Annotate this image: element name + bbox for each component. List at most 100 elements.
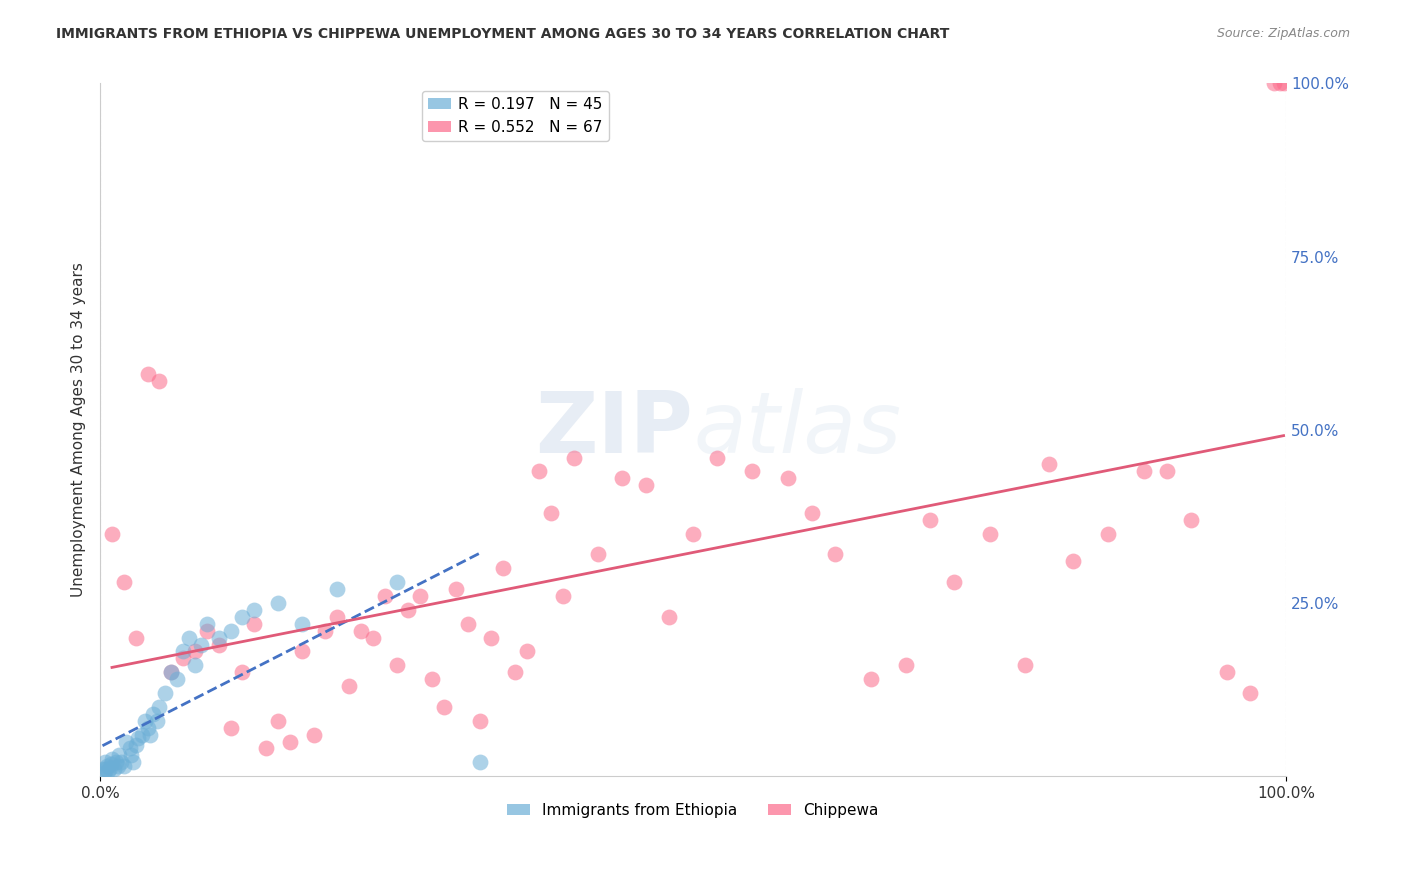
Point (231, 665, 253, 680)
Point (374, 589, 396, 603)
Point (409, 589, 432, 603)
Point (350, 624, 373, 638)
Point (120, 748, 142, 763)
Point (146, 714, 169, 728)
Point (125, 738, 148, 752)
Point (267, 714, 290, 728)
Point (160, 665, 183, 680)
Point (800, 506, 823, 520)
Point (278, 734, 301, 748)
Point (302, 728, 325, 742)
Point (896, 658, 918, 673)
Point (110, 756, 132, 770)
Point (337, 679, 360, 693)
Point (254, 741, 277, 756)
Point (468, 756, 491, 770)
Point (468, 714, 491, 728)
Point (122, 756, 145, 770)
Point (859, 672, 882, 686)
Point (551, 589, 574, 603)
Point (166, 672, 188, 686)
Point (160, 665, 183, 680)
Point (118, 741, 141, 756)
Point (208, 631, 231, 645)
Point (1156, 464, 1178, 478)
Point (131, 728, 153, 742)
Point (148, 374, 170, 388)
Point (1268, 77, 1291, 91)
Point (112, 575, 135, 590)
Point (385, 658, 408, 673)
Point (942, 575, 965, 590)
Point (97, 764, 120, 778)
Point (208, 638, 231, 652)
Point (231, 610, 253, 624)
Point (142, 706, 165, 721)
Point (1272, 77, 1295, 91)
Point (267, 596, 290, 610)
Point (682, 526, 704, 541)
Point (1097, 526, 1119, 541)
Point (1180, 513, 1202, 527)
Point (776, 471, 799, 485)
Point (503, 665, 526, 680)
Point (824, 548, 846, 562)
Point (139, 728, 162, 742)
Point (195, 624, 218, 638)
Point (326, 582, 349, 596)
Point (457, 616, 479, 631)
Point (127, 731, 149, 745)
Point (492, 561, 515, 575)
Point (361, 631, 384, 645)
Point (136, 368, 159, 382)
Point (101, 526, 124, 541)
Point (91, 762, 114, 776)
Text: ZIP: ZIP (536, 388, 693, 471)
Point (610, 471, 633, 485)
Point (112, 758, 135, 772)
Point (586, 548, 609, 562)
Point (219, 721, 242, 735)
Point (658, 610, 681, 624)
Point (243, 603, 266, 617)
Point (527, 464, 550, 478)
Point (103, 762, 125, 776)
Point (184, 644, 207, 658)
Point (219, 624, 242, 638)
Point (177, 631, 200, 645)
Point (94, 756, 117, 770)
Point (920, 513, 942, 527)
Point (93, 765, 115, 780)
Point (108, 748, 131, 763)
Point (136, 721, 159, 735)
Point (104, 756, 127, 770)
Point (444, 582, 467, 596)
Point (481, 631, 503, 645)
Point (398, 603, 420, 617)
Y-axis label: Unemployment Among Ages 30 to 34 years: Unemployment Among Ages 30 to 34 years (72, 262, 86, 598)
Point (172, 651, 194, 665)
Point (101, 752, 124, 766)
Point (540, 506, 562, 520)
Point (741, 464, 763, 478)
Point (1263, 77, 1285, 91)
Text: IMMIGRANTS FROM ETHIOPIA VS CHIPPEWA UNEMPLOYMENT AMONG AGES 30 TO 34 YEARS CORR: IMMIGRANTS FROM ETHIOPIA VS CHIPPEWA UNE… (56, 27, 949, 41)
Point (516, 644, 538, 658)
Point (94, 762, 117, 776)
Point (291, 644, 314, 658)
Point (326, 610, 349, 624)
Point (1215, 665, 1237, 680)
Point (172, 644, 194, 658)
Legend: Immigrants from Ethiopia, Chippewa: Immigrants from Ethiopia, Chippewa (501, 797, 884, 824)
Point (979, 526, 1001, 541)
Point (100, 756, 122, 771)
Point (107, 758, 129, 772)
Point (706, 450, 728, 465)
Point (115, 734, 138, 748)
Point (420, 672, 443, 686)
Point (184, 658, 207, 673)
Point (190, 638, 212, 652)
Point (433, 699, 456, 714)
Point (291, 616, 314, 631)
Point (385, 575, 408, 590)
